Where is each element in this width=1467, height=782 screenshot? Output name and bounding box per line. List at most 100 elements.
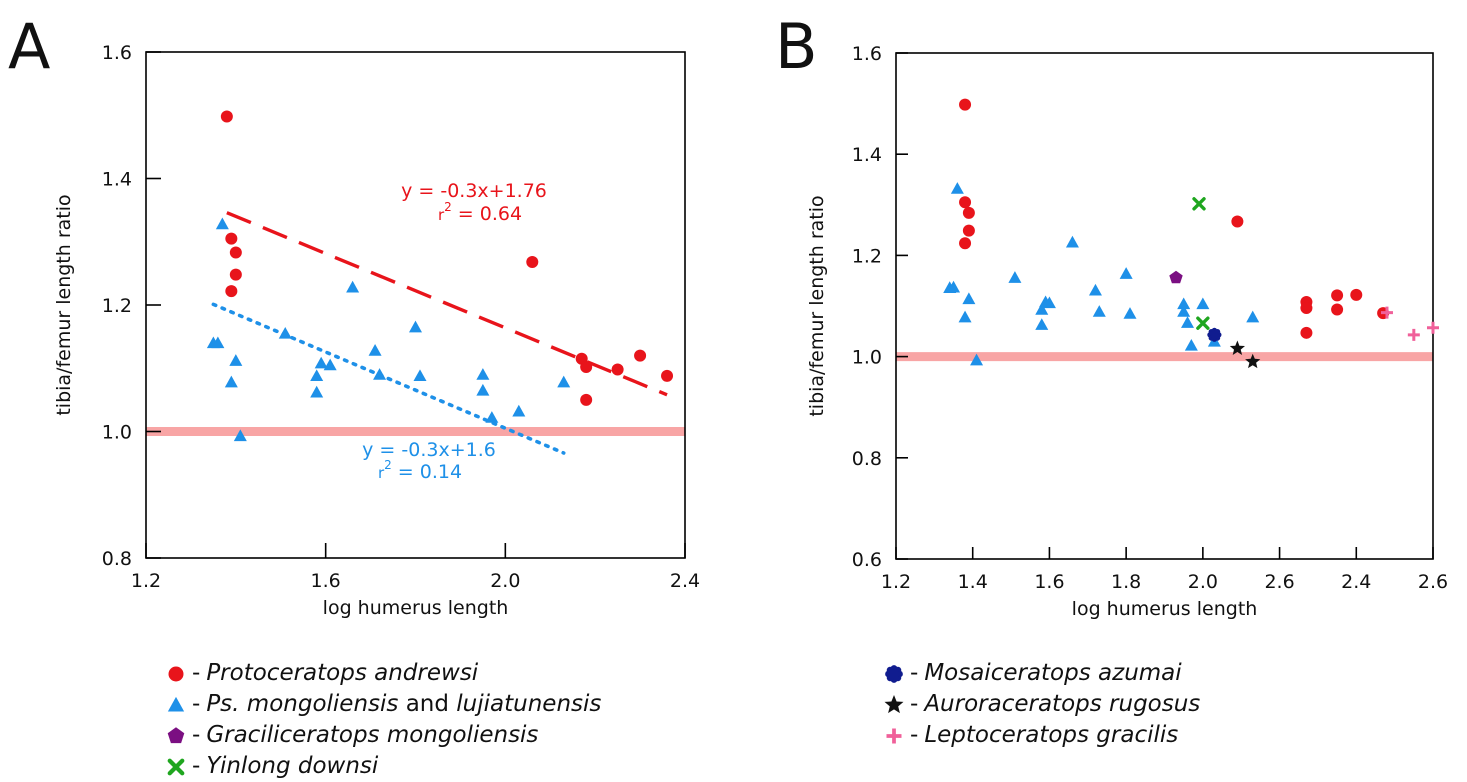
data-point-protoceratops-andrewsi	[1331, 303, 1344, 316]
y-tick-label-b: 0.8	[852, 448, 882, 470]
y-tick-label-b: 1.4	[852, 144, 882, 166]
cross-marker-icon	[167, 758, 185, 775]
data-point-protoceratops-andrewsi	[959, 237, 972, 250]
legend-marker	[167, 758, 185, 775]
data-point-ps-mongoliensis-and-lujiatunensis	[1035, 318, 1049, 330]
data-point-ps-mongoliensis-and-lujiatunensis	[958, 310, 972, 323]
data-point-ps-mongoliensis-and-lujiatunensis	[476, 383, 490, 396]
y-axis-label-b: tibia/femur length ratio	[806, 195, 828, 416]
data-point-ps-mongoliensis-and-lujiatunensis	[278, 326, 292, 339]
y-axis-label-a: tibia/femur length ratio	[53, 194, 75, 415]
x-tick-label-a: 1.2	[131, 570, 161, 592]
data-point-ps-mongoliensis-and-lujiatunensis	[1008, 271, 1022, 283]
data-point-ps-mongoliensis-and-lujiatunensis	[970, 353, 984, 366]
data-point-ps-mongoliensis-and-lujiatunensis	[368, 344, 382, 356]
legend-right-item: - Leptoceratops gracilis	[880, 720, 1200, 751]
data-point-ps-mongoliensis-and-lujiatunensis	[1123, 307, 1137, 319]
data-point-ps-mongoliensis-and-lujiatunensis	[476, 368, 490, 380]
legend-label: and	[398, 691, 457, 717]
x-tick-label-a: 2.0	[490, 570, 520, 592]
y-tick-label-b: 1.2	[852, 245, 882, 267]
data-point-protoceratops-andrewsi	[1300, 302, 1313, 315]
legend-left-item: - Ps. mongoliensis and lujiatunensis	[162, 689, 601, 720]
legend-label: lujiatunensis	[456, 691, 602, 717]
y-tick-label-a: 1.2	[102, 295, 132, 317]
data-point-protoceratops-andrewsi	[661, 369, 674, 382]
legend-left-item: - Yinlong downsi	[162, 751, 601, 782]
data-point-protoceratops-andrewsi	[229, 246, 242, 259]
fit-line-blue	[211, 302, 566, 455]
x-tick-label-b: 2.4	[1341, 571, 1371, 593]
x-tick-label-b: 1.2	[881, 571, 911, 593]
data-point-protoceratops-andrewsi	[1231, 215, 1244, 228]
x-tick-label-a: 1.6	[311, 570, 341, 592]
data-point-protoceratops-andrewsi	[220, 110, 233, 123]
data-point-protoceratops-andrewsi	[1300, 326, 1313, 339]
data-point-ps-mongoliensis-and-lujiatunensis	[1181, 316, 1195, 328]
x-axis-label-a: log humerus length	[323, 597, 509, 619]
legend-marker	[885, 664, 903, 683]
legend-label: Graciliceratops mongoliensis	[206, 722, 539, 748]
legend-marker	[168, 666, 184, 681]
data-point-ps-mongoliensis-and-lujiatunensis	[557, 375, 571, 388]
legend-label: Mosaiceratops azumai	[924, 660, 1182, 686]
data-point-ps-mongoliensis-and-lujiatunensis	[413, 369, 427, 382]
panel-label-b: B	[775, 10, 818, 83]
fit-equation-red: y = -0.3x+1.76	[401, 180, 547, 202]
data-point-ps-mongoliensis-and-lujiatunensis	[373, 368, 387, 380]
data-point-ps-mongoliensis-and-lujiatunensis	[1035, 303, 1049, 315]
data-point-protoceratops-andrewsi	[526, 255, 539, 268]
data-point-ps-mongoliensis-and-lujiatunensis	[1246, 310, 1260, 323]
data-point-protoceratops-andrewsi	[1331, 289, 1344, 302]
y-tick-label-a: 0.8	[102, 548, 132, 570]
data-point-ps-mongoliensis-and-lujiatunensis	[314, 356, 328, 369]
data-point-ps-mongoliensis-and-lujiatunensis	[962, 292, 976, 305]
legend-label: Auroraceratops rugosus	[924, 691, 1201, 717]
data-point-protoceratops-andrewsi	[611, 363, 624, 376]
legend-marker	[884, 694, 904, 713]
data-point-ps-mongoliensis-and-lujiatunensis	[1088, 283, 1102, 296]
data-point-protoceratops-andrewsi	[962, 224, 975, 237]
x-tick-label-a: 2.4	[670, 570, 700, 592]
y-tick-label-b: 1.0	[852, 347, 882, 369]
x-tick-label-b: 2.6	[1418, 571, 1448, 593]
data-point-leptoceratops-gracilis	[1407, 328, 1420, 341]
data-point-ps-mongoliensis-and-lujiatunensis	[229, 354, 243, 366]
data-point-leptoceratops-gracilis	[1427, 321, 1439, 334]
legend-label: Yinlong downsi	[206, 753, 379, 779]
data-point-ps-mongoliensis-and-lujiatunensis	[1177, 297, 1191, 310]
plot-frame-b	[895, 52, 1434, 560]
legend-right-item: - Auroraceratops rugosus	[880, 689, 1200, 720]
fit-r2-blue: r2 = 0.14	[378, 458, 462, 483]
data-point-ps-mongoliensis-and-lujiatunensis	[310, 385, 324, 398]
data-point-mosaiceratops-azumai	[1207, 327, 1222, 342]
data-point-auroraceratops-rugosus	[1229, 340, 1245, 355]
data-point-ps-mongoliensis-and-lujiatunensis	[1042, 296, 1056, 309]
data-point-ps-mongoliensis-and-lujiatunensis	[233, 429, 247, 442]
x-tick-label-b: 1.6	[1034, 571, 1064, 593]
star-marker-icon	[884, 694, 904, 713]
legend-marker	[167, 726, 185, 743]
fit-equation-blue: y = -0.3x+1.6	[362, 439, 496, 461]
data-point-ps-mongoliensis-and-lujiatunensis	[950, 182, 964, 194]
legend-marker	[167, 696, 185, 711]
data-point-protoceratops-andrewsi	[229, 268, 242, 281]
triangle-marker-icon	[167, 696, 185, 711]
x-axis-label-b: log humerus length	[1072, 598, 1258, 620]
data-point-ps-mongoliensis-and-lujiatunensis	[211, 336, 225, 349]
legend-dash: -	[910, 660, 919, 686]
data-point-ps-mongoliensis-and-lujiatunensis	[215, 217, 229, 230]
data-point-protoceratops-andrewsi	[959, 196, 972, 209]
legend-label: Protoceratops andrewsi	[206, 660, 479, 686]
legend-marker	[886, 728, 902, 743]
data-point-ps-mongoliensis-and-lujiatunensis	[947, 280, 961, 293]
x-tick-label-b: 2.0	[1188, 571, 1218, 593]
flower-marker-icon	[885, 664, 903, 683]
data-point-protoceratops-andrewsi	[959, 98, 972, 111]
pentagon-marker-icon	[167, 726, 185, 743]
data-point-ps-mongoliensis-and-lujiatunensis	[1119, 267, 1133, 279]
data-point-ps-mongoliensis-and-lujiatunensis	[323, 358, 337, 371]
legend-dash: -	[192, 753, 201, 779]
x-tick-label-b: 1.8	[1111, 571, 1141, 593]
data-point-protoceratops-andrewsi	[962, 206, 975, 219]
